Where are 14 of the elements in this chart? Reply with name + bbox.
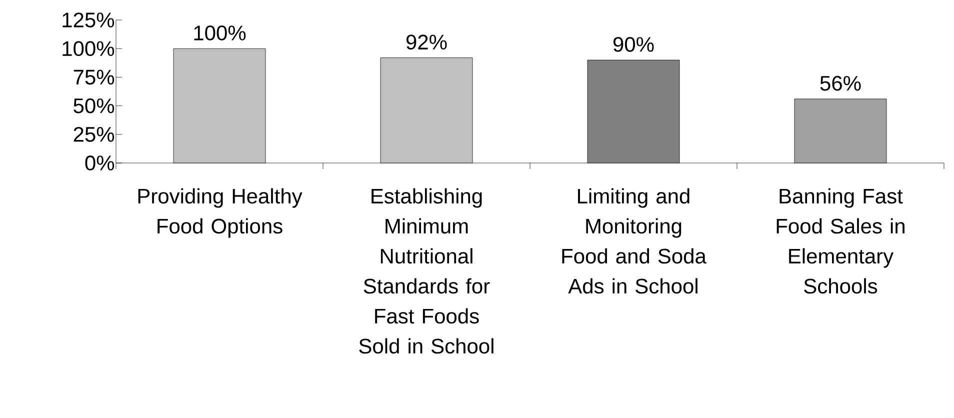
y-tick-label: 0%	[85, 156, 114, 170]
y-tick-label: 75%	[74, 70, 114, 85]
x-tick-label: Limiting and Monitoring Food and Soda Ads in School	[562, 188, 706, 294]
data-label: 90%	[613, 36, 654, 52]
y-tick-label: 25%	[74, 126, 114, 142]
data-label: 56%	[820, 76, 861, 91]
data-label: 92%	[406, 34, 447, 50]
x-tick-label: Establishing Minimum Nutritional Standards for Fast Foods Sold in School	[359, 188, 494, 354]
y-tick-label: 50%	[74, 98, 114, 114]
x-tick-label: Providing Healthy Food Options	[138, 188, 302, 238]
data-label: 100%	[194, 26, 246, 40]
y-tick-label: 125%	[62, 12, 114, 28]
y-tick-label: 100%	[62, 41, 114, 56]
x-tick-label: Banning Fast Food Sales in Elementary Schools	[776, 188, 904, 294]
